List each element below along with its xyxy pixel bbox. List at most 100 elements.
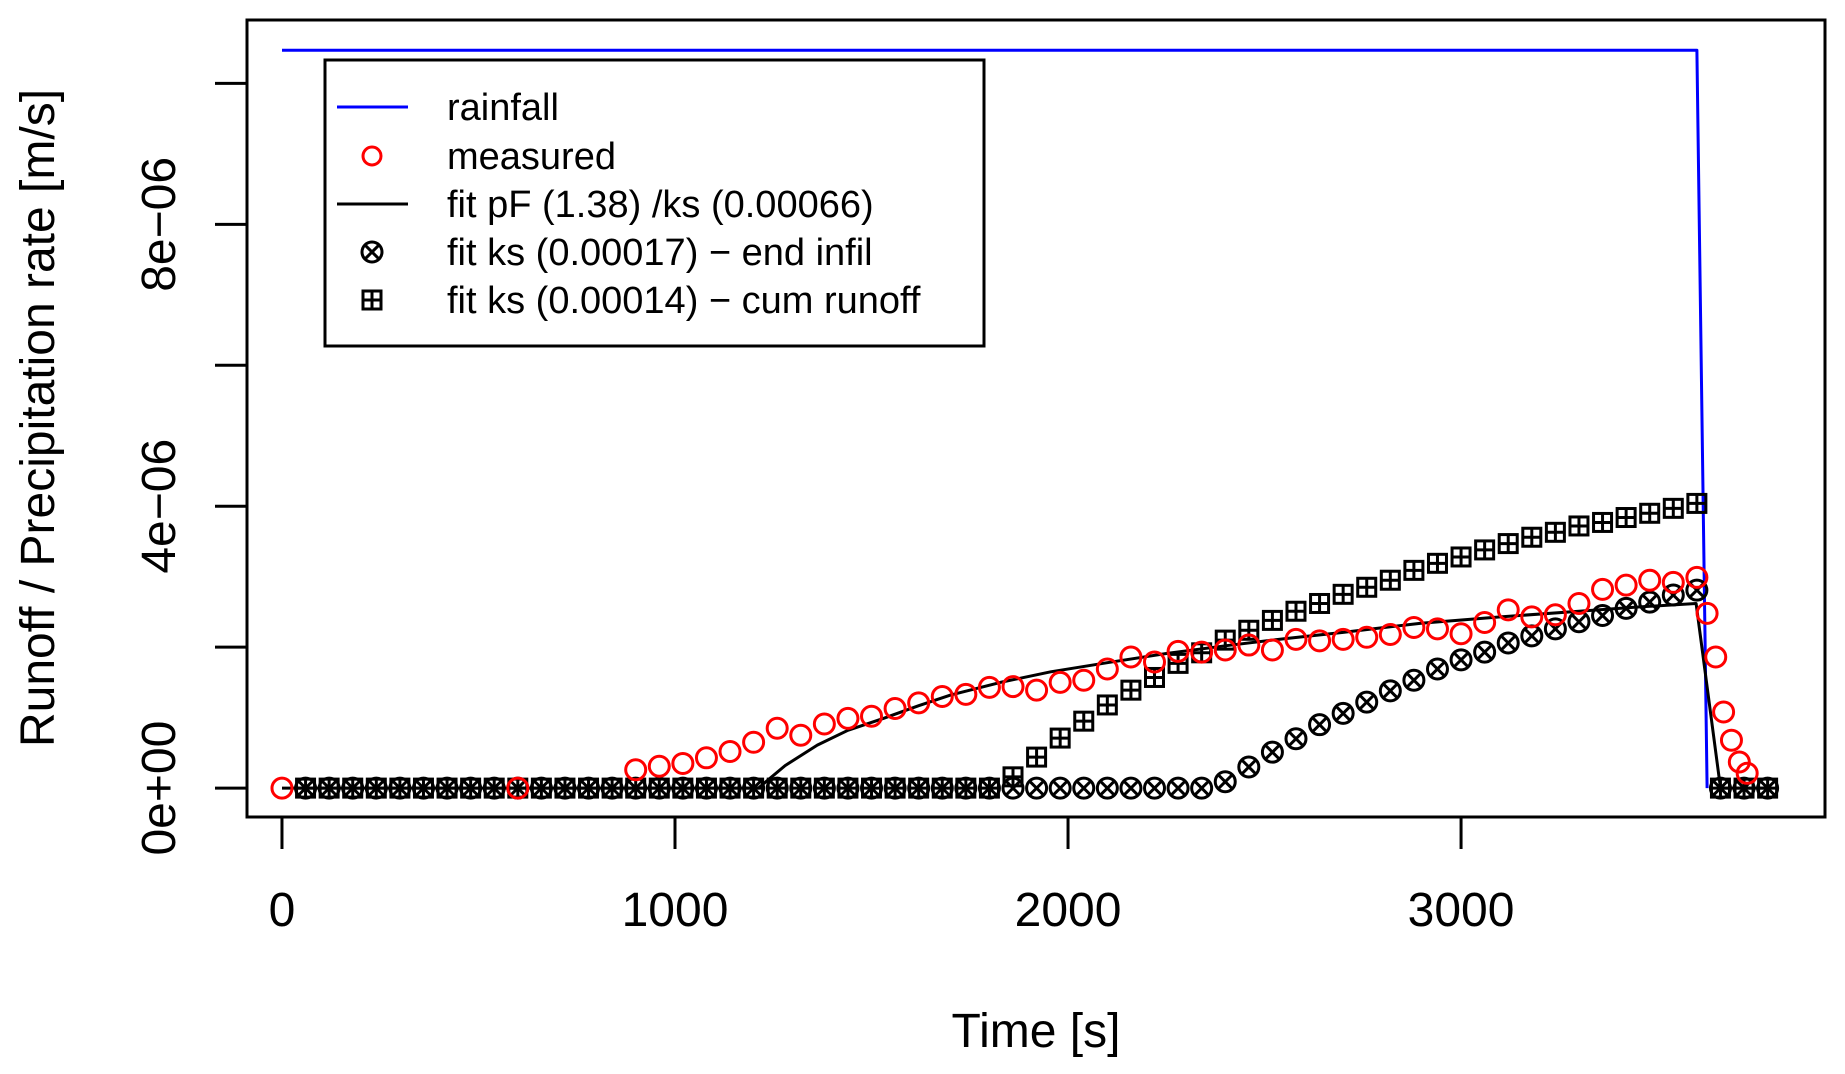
end-infil-point [1142,776,1166,800]
measured-point [1025,678,1049,702]
circle-x-ring [1331,701,1355,725]
circle-x-stroke [792,779,810,797]
measured-point [1190,640,1214,664]
end-infil-point [1355,690,1379,714]
circle-x-ring [1260,740,1284,764]
circle-x-ring [1213,770,1237,794]
end-infil-point [1473,640,1497,664]
y-tick-label: 8e−06 [133,157,186,292]
end-infil-point [1284,727,1308,751]
measured-point [694,746,718,770]
measured-point [1166,639,1190,663]
end-infil-point [907,776,931,800]
cum-runoff-point [1049,727,1071,749]
measured-point [1142,650,1166,674]
legend-square-plus-icon [361,289,383,311]
measured-point [270,776,294,800]
circle-x-ring [930,776,954,800]
y-axis-label: Runoff / Precipitation rate [m/s] [12,89,65,747]
circle-x-stroke [363,243,381,261]
cum-runoff-point [1497,533,1519,555]
measured-point [1237,633,1261,657]
measured-point [860,704,884,728]
circle-x-stroke [1169,779,1187,797]
cum-runoff-point [1450,546,1472,568]
circle-x-ring [1190,776,1214,800]
circle-x-ring [1025,776,1049,800]
circle-x-stroke [1075,779,1093,797]
circle-x-stroke [768,779,786,797]
circle-x-stroke [1311,716,1328,733]
circle-x-stroke [1028,779,1045,797]
circle-x-ring [1543,617,1567,641]
end-infil-point [954,776,978,800]
legend-fit-ks-end-infil-label: fit ks (0.00017) − end infil [447,232,873,274]
cum-runoff-point [1403,559,1425,581]
circle-x-ring [883,776,907,800]
end-infil-point [1190,776,1214,800]
end-infil-point [1308,713,1332,737]
measured-point [883,696,907,720]
end-infil-point [883,776,907,800]
circle-x-ring [1095,776,1119,800]
cum-runoff-point [1615,507,1637,529]
cum-runoff-point [1474,539,1496,561]
cum-runoff-point [1662,497,1684,519]
cum-runoff-point [1426,552,1448,574]
measured-point [1001,675,1025,699]
cum-runoff-point [1686,492,1708,514]
end-infil-point [765,776,789,800]
end-infil-point [1449,648,1473,672]
circle-x-stroke [1193,779,1210,797]
circle-x-stroke [1429,660,1446,678]
measured-point [1735,761,1759,785]
circle-x-stroke [1452,651,1470,669]
end-infil-point [1520,624,1544,648]
rainfall-line [282,48,1709,789]
measured-point [1355,625,1379,649]
circle-x-stroke [1122,779,1140,797]
measured-point [1048,670,1072,694]
end-infil-point [1095,776,1119,800]
circle-x-ring [977,776,1001,800]
y-tick-label: 4e−06 [133,439,186,574]
end-infil-point [812,776,836,800]
measured-point [907,691,931,715]
measured-point [812,712,836,736]
series-fit-pF [282,602,1768,790]
circle-x-stroke [839,779,857,797]
circle-x-ring [1425,657,1449,681]
circle-x-stroke [1382,682,1399,700]
end-infil-point [1119,776,1143,800]
measured-point [1213,638,1237,662]
cum-runoff-point [1120,679,1142,701]
legend-measured-label: measured [447,136,616,178]
measured-point [1719,728,1743,752]
cum-runoff-point [1332,583,1354,605]
end-infil-point [1378,679,1402,703]
circle-x-ring [954,776,978,800]
measured-point [1378,622,1402,646]
measured-point [1402,615,1426,639]
measured-point [742,730,766,754]
circle-x-stroke [1759,779,1776,797]
series-measured [270,565,1759,800]
measured-point [1308,629,1332,653]
circle-x-stroke [1004,779,1022,797]
end-infil-point [1638,590,1662,614]
end-infil-point [1166,776,1190,800]
circle-x-stroke [1146,779,1163,797]
fit-pF-line [282,602,1768,790]
end-infil-point [789,776,813,800]
x-axis-label: Time [s] [952,1005,1121,1058]
measured-point [624,758,648,782]
measured-point [1260,638,1284,662]
measured-point [1704,645,1728,669]
measured-point [647,754,671,778]
measured-point [1072,668,1096,692]
x-tick-label: 1000 [622,884,729,937]
circle-x-ring [789,776,813,800]
measured-point [1119,645,1143,669]
end-infil-point [1001,776,1025,800]
circle-x-ring [1449,648,1473,672]
